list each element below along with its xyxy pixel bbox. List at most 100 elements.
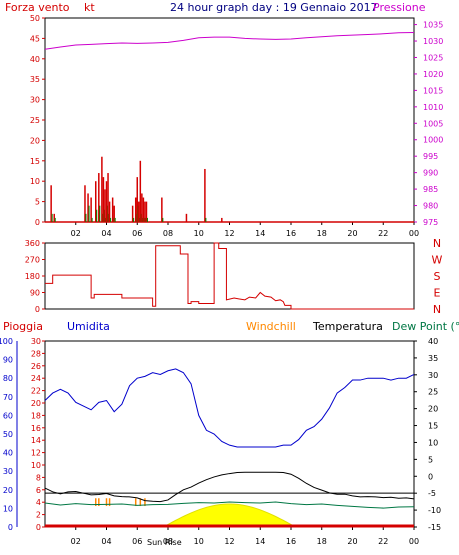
wind-tick-label: 10	[30, 177, 40, 186]
direction-tick-label: 360	[25, 239, 40, 248]
wind-x-tick-label: 20	[347, 229, 357, 238]
wind-x-tick-label: 04	[101, 229, 111, 238]
rain-tick-label: 12	[31, 449, 41, 458]
wind-tick-label: 20	[30, 136, 40, 145]
humidity-tick-label: 80	[3, 374, 13, 383]
humidity-tick-label: 30	[3, 467, 13, 476]
wind-x-tick-label: 00	[409, 229, 419, 238]
pressure-tick-label: 990	[423, 169, 438, 178]
pressure-tick-label: 1000	[423, 136, 443, 145]
temp-x-tick-label: 10	[194, 537, 204, 546]
pressure-tick-label: 1015	[423, 86, 443, 95]
rain-tick-label: 16	[31, 424, 41, 433]
wind-tick-label: 25	[30, 116, 40, 125]
rain-tick-label: 26	[31, 362, 41, 371]
wind-tick-label: 5	[35, 198, 40, 207]
temp-x-tick-label: 14	[255, 537, 265, 546]
rain-tick-label: 14	[31, 436, 41, 445]
humidity-tick-label: 90	[3, 356, 13, 365]
rain-tick-label: 4	[36, 498, 41, 507]
temp-tick-label: 5	[428, 455, 433, 464]
pressure-tick-label: 1020	[423, 70, 443, 79]
humidity-tick-label: 50	[3, 430, 13, 439]
sun-rise-label: Sun Rise	[147, 538, 182, 547]
wind-plot-frame	[44, 17, 415, 223]
pressure-tick-label: 980	[423, 202, 438, 211]
direction-tick-label: 270	[25, 256, 40, 265]
temp-tick-label: 35	[428, 354, 438, 363]
rain-tick-label: 6	[36, 486, 41, 495]
wind-unit-label: kt	[84, 1, 95, 14]
temp-x-tick-label: 02	[71, 537, 81, 546]
wind-x-tick-label: 08	[163, 229, 173, 238]
windchill-label: Windchill	[246, 320, 296, 333]
temp-x-tick-label: 08	[163, 537, 173, 546]
rain-tick-label: 18	[31, 411, 41, 420]
humidity-line	[44, 368, 415, 448]
rain-tick-label: 22	[31, 387, 41, 396]
wind-tick-label: 35	[30, 75, 40, 84]
pressure-tick-label: 995	[423, 152, 438, 161]
wind-x-tick-label: 06	[132, 229, 142, 238]
temp-tick-label: 40	[428, 337, 438, 346]
wind-tick-label: 45	[30, 34, 40, 43]
direction-tick-label: 90	[30, 289, 40, 298]
wind-direction-line	[45, 242, 414, 310]
humidity-label: Umidita	[67, 320, 110, 333]
temp-x-tick-label: 04	[101, 537, 111, 546]
rain-tick-label: 20	[31, 399, 41, 408]
direction-compass-label: W	[432, 254, 443, 267]
pressure-tick-label: 1030	[423, 37, 443, 46]
rain-tick-label: 2	[36, 511, 41, 520]
temp-tick-label: -15	[428, 523, 441, 532]
temperature-plot-frame	[44, 340, 415, 528]
dewpoint-line	[44, 501, 415, 509]
temp-tick-label: 30	[428, 371, 438, 380]
wind-speed-label: Forza vento	[5, 1, 70, 14]
humidity-tick-label: 100	[0, 337, 13, 346]
humidity-tick-label: 0	[8, 523, 13, 532]
rain-tick-label: 28	[31, 349, 41, 358]
wind-x-tick-label: 16	[286, 229, 296, 238]
temp-x-tick-label: 00	[409, 537, 419, 546]
temp-tick-label: 10	[428, 438, 438, 447]
wind-x-tick-label: 10	[194, 229, 204, 238]
rain-label: Pioggia	[3, 320, 43, 333]
temp-tick-label: 0	[428, 472, 433, 481]
wind-tick-label: 15	[30, 157, 40, 166]
pressure-line	[44, 31, 415, 50]
pressure-tick-label: 985	[423, 185, 438, 194]
wind-x-tick-label: 22	[378, 229, 388, 238]
wind-tick-label: 0	[35, 218, 40, 227]
temp-x-tick-label: 20	[347, 537, 357, 546]
temp-x-tick-label: 16	[286, 537, 296, 546]
rain-tick-label: 30	[31, 337, 41, 346]
wind-tick-label: 30	[30, 96, 40, 105]
humidity-tick-label: 20	[3, 486, 13, 495]
graph-title: 24 hour graph day : 19 Gennaio 2017	[170, 1, 378, 14]
direction-tick-label: 180	[25, 272, 40, 281]
humidity-tick-label: 60	[3, 411, 13, 420]
temp-tick-label: 20	[428, 405, 438, 414]
wind-x-tick-label: 14	[255, 229, 265, 238]
temp-x-tick-label: 22	[378, 537, 388, 546]
pressure-tick-label: 1010	[423, 103, 443, 112]
wind-x-tick-label: 12	[224, 229, 234, 238]
temp-tick-label: 25	[428, 388, 438, 397]
direction-compass-label: N	[433, 303, 441, 316]
rain-tick-label: 24	[31, 374, 41, 383]
chart-layer: 0510152025303540455097598098599099510001…	[0, 14, 443, 546]
temp-x-tick-label: 18	[317, 537, 327, 546]
pressure-tick-label: 1005	[423, 119, 443, 128]
wind-tick-label: 40	[30, 55, 40, 64]
pressure-label: Pressione	[373, 1, 426, 14]
direction-compass-label: S	[434, 270, 441, 283]
temp-tick-label: -5	[428, 489, 436, 498]
temperature-line	[44, 471, 415, 503]
temp-x-tick-label: 06	[132, 537, 142, 546]
dewpoint-label: Dew Point (°C	[392, 320, 459, 333]
pressure-tick-label: 1025	[423, 53, 443, 62]
temperature-label: Temperatura	[312, 320, 383, 333]
